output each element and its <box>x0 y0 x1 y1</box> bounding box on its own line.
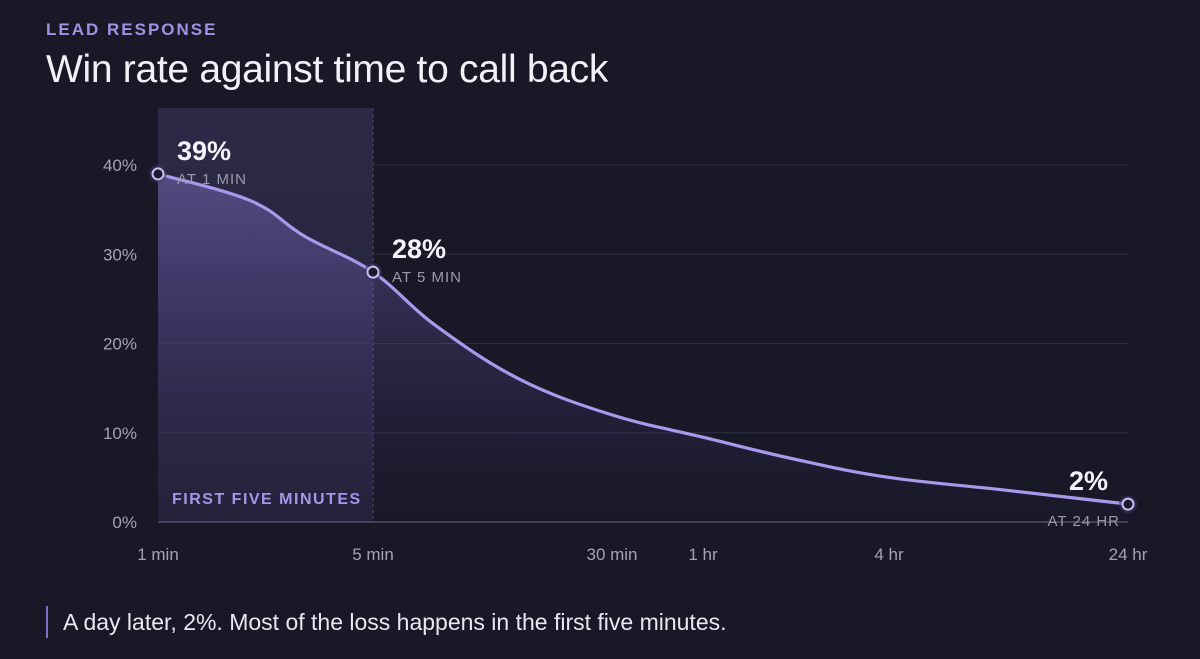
points-layer <box>149 164 1137 514</box>
y-tick-label-20: 20% <box>103 335 137 354</box>
caption-accent-bar <box>46 606 48 638</box>
y-tick-label-0: 0% <box>112 513 137 532</box>
y-tick-label-30: 30% <box>103 245 137 264</box>
chart-eyebrow: LEAD RESPONSE <box>46 20 218 39</box>
data-point-2 <box>1121 497 1135 511</box>
y-tick-label-40: 40% <box>103 156 137 175</box>
annotation-sublabel-2: AT 24 HR <box>1048 513 1120 530</box>
x-tick-label-30: 30 min <box>586 545 637 564</box>
data-point-0 <box>151 167 165 181</box>
x-tick-label-5: 5 min <box>352 545 394 564</box>
area-layer <box>158 173 1128 522</box>
annotation-value-0: 39% <box>177 136 231 166</box>
x-tick-label-240: 4 hr <box>874 545 904 564</box>
series-line <box>156 172 1130 506</box>
annotation-value-2: 2% <box>1069 466 1108 496</box>
chart-title: Win rate against time to call back <box>46 48 609 91</box>
y-tick-label-10: 10% <box>103 424 137 443</box>
x-tick-label-1: 1 min <box>137 545 179 564</box>
tick-labels-layer: 0% 10% 20% 30% 40% 1 min 5 min 30 min 1 hr 4 hr 24… <box>103 156 1148 564</box>
annotation-value-1: 28% <box>392 234 446 264</box>
x-tick-label-60: 1 hr <box>688 545 718 564</box>
annotation-sublabel-1: AT 5 MIN <box>392 269 462 286</box>
data-point-1 <box>366 265 380 279</box>
chart-caption: A day later, 2%. Most of the loss happen… <box>46 605 727 639</box>
series-area-fill <box>158 173 1128 522</box>
annotation-sublabel-0: AT 1 MIN <box>177 171 247 188</box>
annotations-layer: 39% AT 1 MIN 28% AT 5 MIN 2% AT 24 HR <box>177 136 1120 530</box>
line-layer <box>156 172 1130 506</box>
x-tick-label-1440: 24 hr <box>1109 545 1148 564</box>
caption-text: A day later, 2%. Most of the loss happen… <box>63 608 727 635</box>
